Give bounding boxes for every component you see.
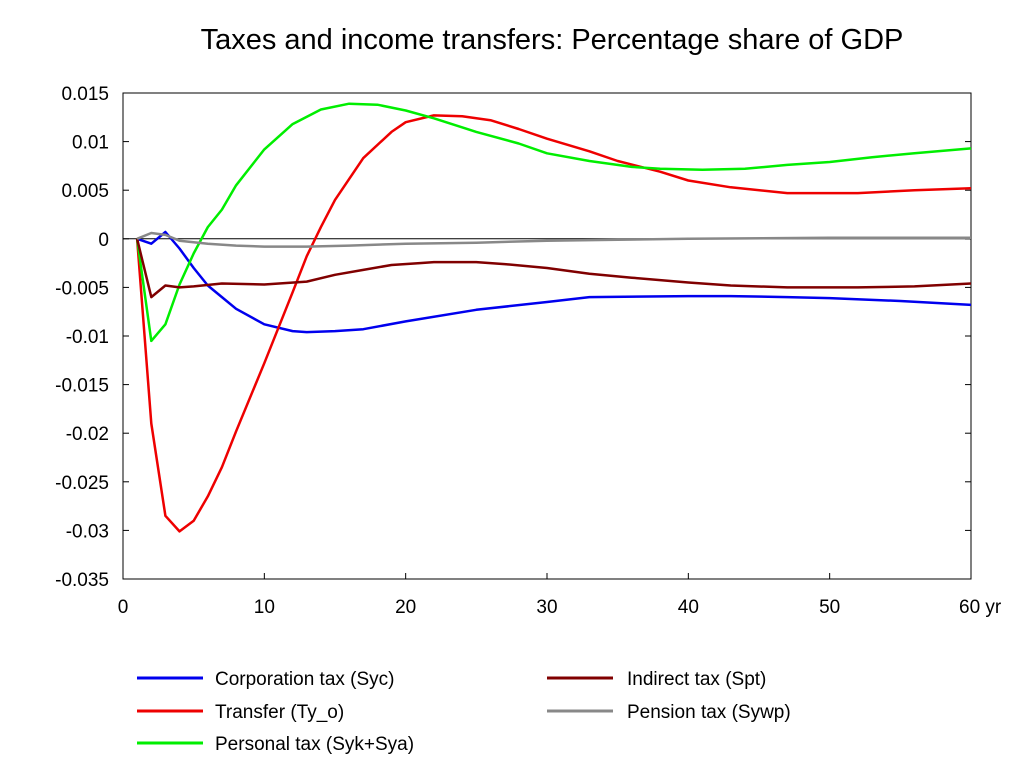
y-tick-label: -0.025 bbox=[55, 473, 109, 494]
y-axis: 0.015 0.01 0.005 0 -0.005 -0.01 -0.015 -0.02 -0.… bbox=[55, 84, 971, 591]
y-tick-label: -0.01 bbox=[66, 327, 109, 348]
y-tick-label: 0.005 bbox=[61, 181, 109, 202]
x-tick-label: 10 bbox=[254, 597, 275, 618]
x-tick-label: 20 bbox=[395, 597, 416, 618]
x-axis: 0 10 20 30 40 50 60 yr bbox=[118, 573, 1002, 618]
legend-label: Corporation tax (Syc) bbox=[215, 669, 395, 690]
y-tick-label: -0.015 bbox=[55, 376, 109, 397]
x-tick-label: 40 bbox=[678, 597, 699, 618]
chart-title: Taxes and income transfers: Percentage s… bbox=[201, 24, 904, 56]
legend-label: Personal tax (Syk+Sya) bbox=[215, 734, 414, 755]
legend-label: Pension tax (Sywp) bbox=[627, 702, 791, 723]
y-tick-label: -0.03 bbox=[66, 521, 109, 542]
legend-label: Indirect tax (Spt) bbox=[627, 669, 766, 690]
x-tick-label: 60 yr bbox=[959, 597, 1002, 618]
y-tick-label: 0.01 bbox=[72, 133, 109, 154]
x-tick-label: 0 bbox=[118, 597, 129, 618]
legend: Corporation tax (Syc) Transfer (Ty_o) Pers… bbox=[137, 669, 791, 755]
y-tick-label: -0.005 bbox=[55, 278, 109, 299]
y-tick-label: 0 bbox=[98, 230, 109, 251]
y-tick-label: -0.02 bbox=[66, 424, 109, 445]
series-line-5 bbox=[136, 231, 971, 248]
series-line-3 bbox=[135, 102, 972, 343]
x-tick-label: 50 bbox=[819, 597, 840, 618]
y-tick-label: -0.035 bbox=[55, 570, 109, 591]
x-tick-label: 30 bbox=[536, 597, 557, 618]
series-line-2 bbox=[135, 114, 972, 533]
legend-label: Transfer (Ty_o) bbox=[215, 702, 344, 723]
series-layer bbox=[135, 102, 972, 533]
y-tick-label: 0.015 bbox=[61, 84, 109, 105]
series-line-4 bbox=[135, 238, 972, 299]
